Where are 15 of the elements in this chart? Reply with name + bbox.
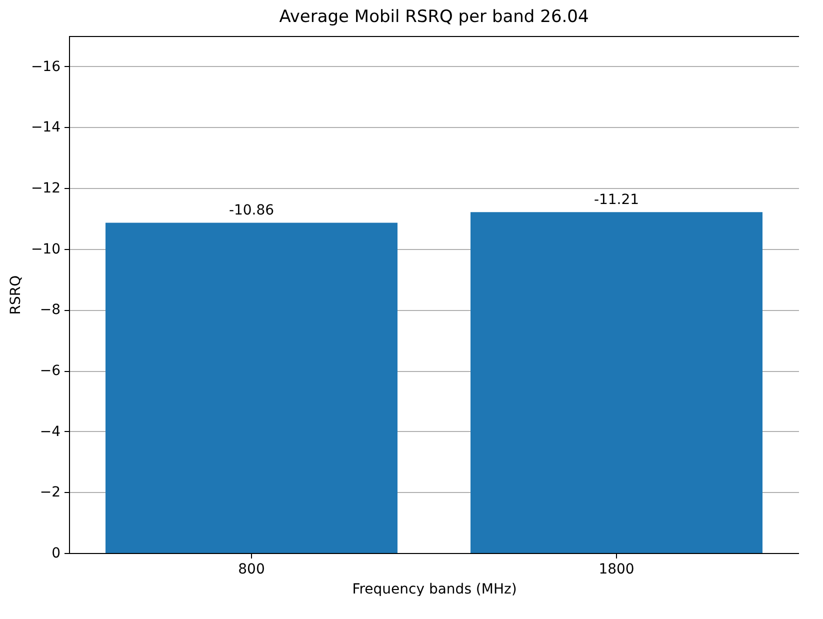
y-tick-label: −10 (30, 241, 60, 258)
y-tick-label: −8 (40, 302, 60, 318)
chart-title: Average Mobil RSRQ per band 26.04 (279, 7, 589, 27)
y-tick-label: −14 (30, 120, 61, 136)
y-axis-title: RSRQ (8, 275, 24, 315)
y-tick-label: −4 (40, 424, 61, 440)
y-tick-label: −16 (30, 58, 61, 75)
data-label: -10.86 (228, 202, 274, 219)
data-label: -11.21 (594, 192, 640, 208)
x-tick-label: 1800 (598, 562, 634, 578)
y-tick-label: −2 (40, 484, 60, 501)
x-tick-label: 800 (238, 562, 265, 578)
y-tick-label: −12 (30, 180, 60, 197)
y-tick-label: −6 (40, 363, 61, 380)
y-tick-label: 0 (52, 546, 60, 562)
